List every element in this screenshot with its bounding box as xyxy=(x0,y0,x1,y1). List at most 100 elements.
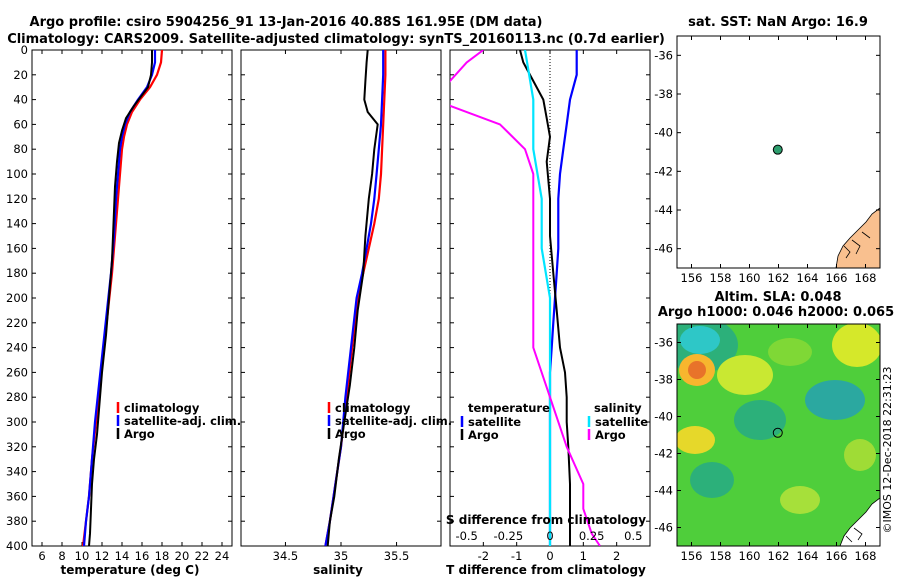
legend-t-satellite-label: satellite xyxy=(468,415,521,429)
legend-t-argo-label: Argo xyxy=(468,428,499,442)
salinity-xlabel: salinity xyxy=(313,563,363,577)
map-y-tick-label: -44 xyxy=(654,203,673,217)
x-tick-label: 10 xyxy=(75,549,90,563)
sla-heatmap xyxy=(677,324,880,546)
sla-map-title-2: Argo h1000: 0.046 h2000: 0.065 xyxy=(658,305,894,320)
depth-tick-label: 260 xyxy=(6,365,28,379)
map-x-tick-label: 162 xyxy=(768,271,790,285)
difference-series xyxy=(450,50,601,546)
map-y-tick-label: -46 xyxy=(654,521,673,535)
difference-legend-temperature: temperature satellite Argo xyxy=(460,401,550,442)
argo-float-marker xyxy=(772,427,783,438)
sla-blob xyxy=(690,462,734,498)
depth-tick-label: 300 xyxy=(6,415,28,429)
depth-tick-label: 160 xyxy=(6,241,28,255)
depth-tick-label: 0 xyxy=(21,43,28,57)
x-tick-label: 18 xyxy=(155,549,170,563)
series-line-satellite-adj-clim- xyxy=(324,50,385,546)
series-line-climatology xyxy=(81,50,164,546)
depth-tick-label: 340 xyxy=(6,465,28,479)
sla-map-ticks: 156 158 160 162 164 166 168 -36 -38 -40 -42 -44 -46 xyxy=(654,324,880,563)
sla-blob xyxy=(680,326,720,354)
s-difference-xlabel: S difference from climatology xyxy=(446,513,646,527)
depth-tick-label: 240 xyxy=(6,341,28,355)
depth-tick-label: 80 xyxy=(13,142,28,156)
map-x-tick-label: 164 xyxy=(797,549,819,563)
t-difference-xlabel: T difference from climatology xyxy=(446,563,646,577)
map-y-tick-label: -36 xyxy=(654,48,673,62)
legend-satellite-label: satellite-adj. clim. xyxy=(335,414,452,428)
sla-blob xyxy=(717,355,773,395)
sst-map-ticks: 156 158 160 162 164 166 168 -36 -38 -40 -42 -44 -46 xyxy=(654,36,880,285)
map-y-tick-label: -46 xyxy=(654,242,673,256)
x-tick-label: 1 xyxy=(580,549,587,563)
map-y-tick-label: -40 xyxy=(654,410,673,424)
sst-map-coastline xyxy=(835,207,880,268)
depth-tick-label: 320 xyxy=(6,440,28,454)
s-diff-tick-label: 0 xyxy=(546,529,553,543)
salinity-x-ticks: 34.5 35 35.5 xyxy=(241,49,441,563)
land-area xyxy=(835,207,880,268)
s-diff-tick-label: -0.25 xyxy=(493,529,523,543)
depth-tick-label: 20 xyxy=(13,68,28,82)
s-diff-tick-label: 0.25 xyxy=(579,529,605,543)
depth-tick-label: 140 xyxy=(6,217,28,231)
sla-blob xyxy=(780,486,820,514)
map-y-tick-label: -38 xyxy=(654,87,673,101)
difference-panel: -2 -1 0 1 2 S difference from climatology -0… xyxy=(446,49,651,577)
x-tick-label: 35.5 xyxy=(384,549,410,563)
map-x-tick-label: 160 xyxy=(739,549,761,563)
map-x-tick-label: 162 xyxy=(768,549,790,563)
map-y-tick-label: -36 xyxy=(654,336,673,350)
legend-argo-label: Argo xyxy=(124,427,155,441)
series-line-t-satellite xyxy=(548,50,578,546)
sla-blob xyxy=(832,324,880,367)
salinity-series xyxy=(324,50,387,546)
depth-tick-label: 120 xyxy=(6,192,28,206)
temperature-series xyxy=(81,50,164,546)
legend-satellite-label: satellite-adj. clim. xyxy=(124,414,241,428)
coastline-islands xyxy=(845,527,863,543)
s-diff-tick-label: 0.5 xyxy=(624,529,642,543)
x-tick-label: 6 xyxy=(38,549,45,563)
map-y-tick-label: -42 xyxy=(654,447,673,461)
x-tick-label: -1 xyxy=(511,549,522,563)
series-line-satellite-adj-clim- xyxy=(82,50,157,546)
credit-text: ©IMOS 12-Dec-2018 22:31:23 xyxy=(881,367,894,534)
temperature-xlabel: temperature (deg C) xyxy=(61,563,200,577)
map-x-tick-label: 156 xyxy=(681,271,703,285)
difference-legend-salinity: salinity satellite Argo xyxy=(587,401,648,442)
legend-temperature-heading: temperature xyxy=(468,401,550,415)
depth-tick-label: 40 xyxy=(13,93,28,107)
argo-float-marker xyxy=(772,144,783,155)
x-tick-label: 12 xyxy=(95,549,110,563)
temperature-panel: 6 8 10 12 14 16 18 20 22 24 temperature (deg C) c… xyxy=(31,49,241,577)
legend-climatology-label: climatology xyxy=(335,401,411,415)
depth-tick-label: 360 xyxy=(6,489,28,503)
depth-tick-label: 180 xyxy=(6,266,28,280)
x-tick-label: 22 xyxy=(195,549,210,563)
temperature-legend: climatology satellite-adj. clim. Argo xyxy=(116,401,241,441)
s-difference-ticks: -0.5 -0.25 0 0.25 0.5 xyxy=(455,529,642,543)
map-x-tick-label: 168 xyxy=(855,549,877,563)
salinity-legend: climatology satellite-adj. clim. Argo xyxy=(327,401,452,441)
x-tick-label: 24 xyxy=(215,549,230,563)
map-y-tick-label: -44 xyxy=(654,484,673,498)
sla-blob xyxy=(677,426,715,454)
title-line-2: Climatology: CARS2009. Satellite-adjuste… xyxy=(7,32,665,47)
land-area xyxy=(839,497,880,546)
title-line-1: Argo profile: csiro 5904256_91 13-Jan-20… xyxy=(30,15,543,30)
map-x-tick-label: 156 xyxy=(681,549,703,563)
depth-tick-label: 400 xyxy=(6,539,28,553)
legend-argo-label: Argo xyxy=(335,427,366,441)
x-tick-label: 16 xyxy=(135,549,150,563)
map-x-tick-label: 164 xyxy=(797,271,819,285)
map-y-tick-label: -38 xyxy=(654,373,673,387)
legend-s-satellite-label: satellite xyxy=(595,415,648,429)
sst-map-title: sat. SST: NaN Argo: 16.9 xyxy=(688,15,868,30)
sla-blob xyxy=(805,380,865,420)
depth-tick-label: 380 xyxy=(6,514,28,528)
sla-map-title-1: Altim. SLA: 0.048 xyxy=(715,290,842,305)
x-tick-label: 14 xyxy=(115,549,130,563)
